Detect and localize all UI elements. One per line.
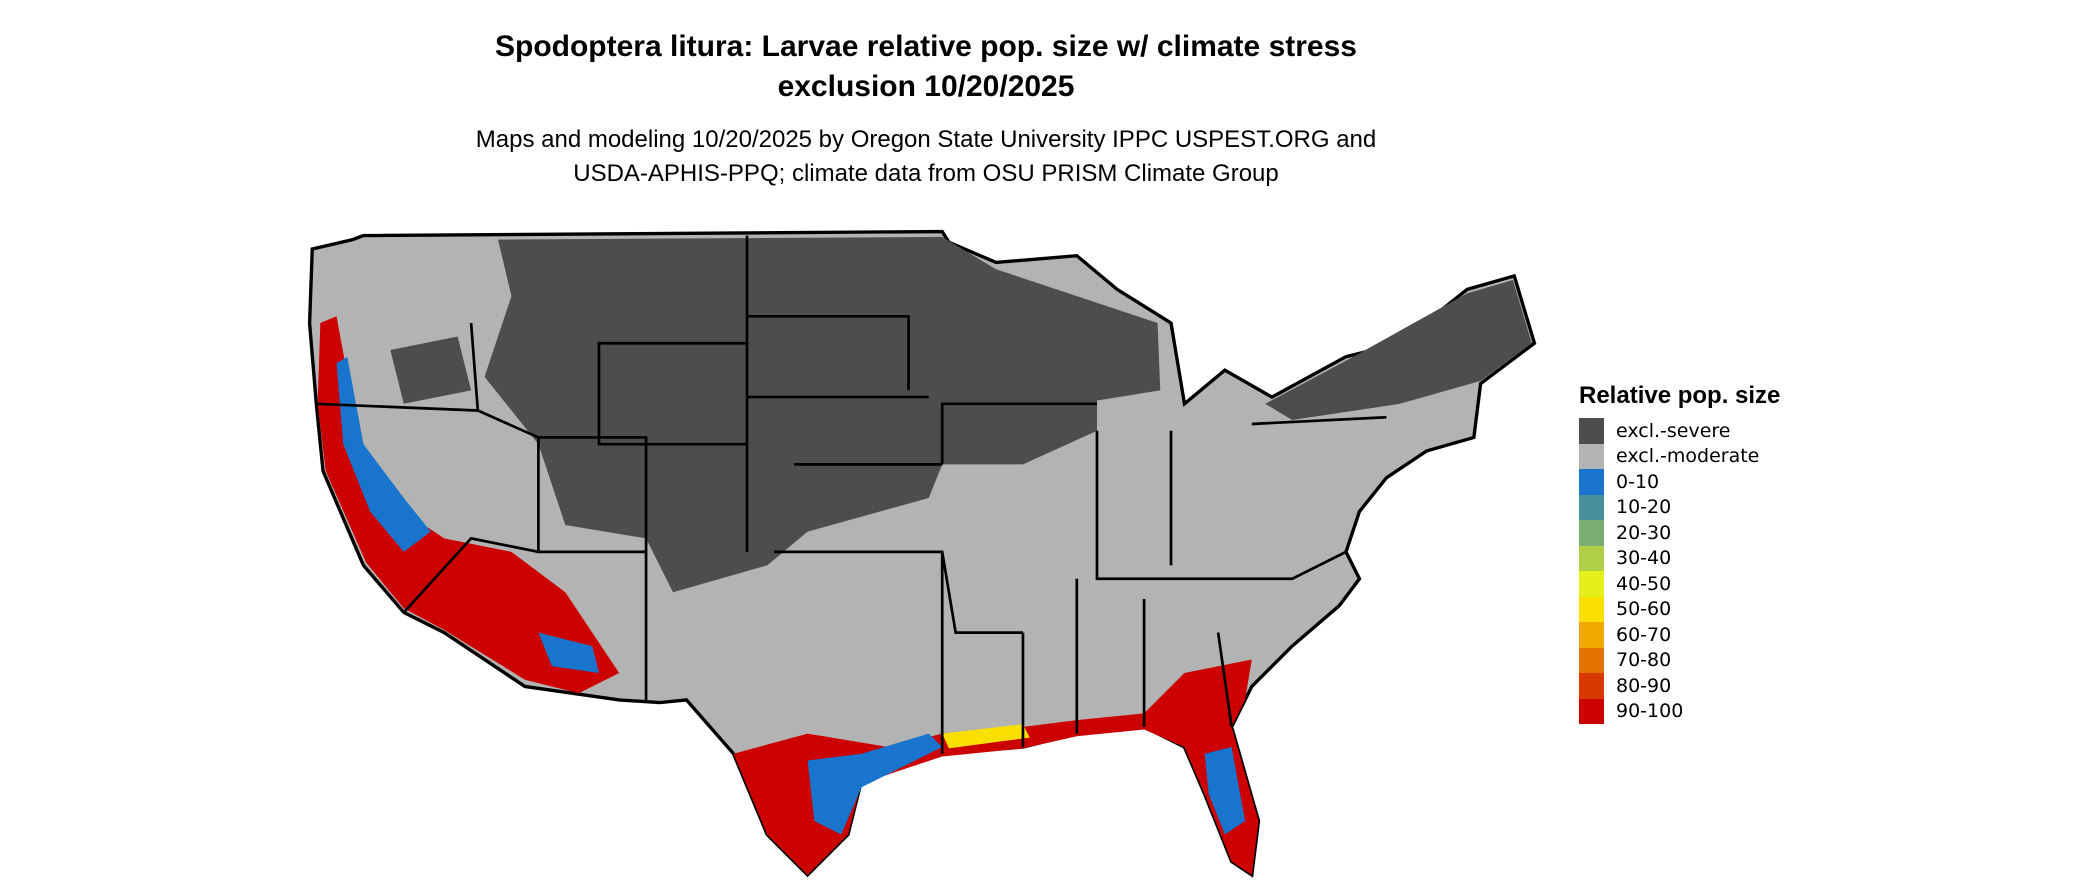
map-subtitle-line2: USDA-APHIS-PPQ; climate data from OSU PR… [573,160,1279,187]
legend-label: 70-80 [1616,649,1672,672]
legend-swatch [1579,647,1604,673]
legend-swatch [1579,622,1604,648]
state-borders [316,235,1387,754]
legend-swatch [1579,545,1604,571]
legend-item: 60-70 [1579,622,1780,648]
legend-label: 10-20 [1616,496,1672,519]
legend-title: Relative pop. size [1579,382,1781,409]
legend-swatch [1579,520,1604,546]
legend-label: 20-30 [1616,521,1672,544]
legend-swatch [1579,698,1604,724]
legend-label: excl.-moderate [1616,445,1760,468]
legend-swatch [1579,596,1604,622]
legend-item: excl.-severe [1579,418,1780,444]
map-subtitle-line1: Maps and modeling 10/20/2025 by Oregon S… [475,126,1377,153]
excl-severe-regions [390,236,1532,593]
legend-item: 40-50 [1579,571,1780,597]
legend-item: 50-60 [1579,596,1780,622]
legend-swatch [1579,494,1604,520]
legend-item: 30-40 [1579,545,1780,571]
legend-swatch [1579,443,1604,469]
legend-label: excl.-severe [1616,419,1731,442]
legend-label: 0-10 [1616,470,1660,493]
legend-item: 80-90 [1579,673,1780,699]
legend-label: 80-90 [1616,674,1672,697]
legend-swatch [1579,418,1604,444]
map-title-line2: exclusion 10/20/2025 [777,70,1075,103]
legend-label: 90-100 [1616,700,1684,723]
legend-item: 10-20 [1579,494,1780,520]
suitable-regions [317,316,1259,875]
legend-label: 30-40 [1616,547,1672,570]
map-title-line1: Spodoptera litura: Larvae relative pop. … [495,30,1357,63]
legend-swatch [1579,673,1604,699]
legend-swatch [1579,469,1604,495]
legend-item: 70-80 [1579,647,1780,673]
legend-label: 60-70 [1616,623,1672,646]
legend-item: 20-30 [1579,520,1780,546]
legend-swatch [1579,571,1604,597]
legend-label: 40-50 [1616,572,1672,595]
legend-item: 0-10 [1579,469,1780,495]
legend: Relative pop. size excl.-severe excl.-mod… [1579,382,1780,724]
legend-label: 50-60 [1616,598,1672,621]
legend-item: 90-100 [1579,698,1780,724]
legend-item: excl.-moderate [1579,443,1780,469]
